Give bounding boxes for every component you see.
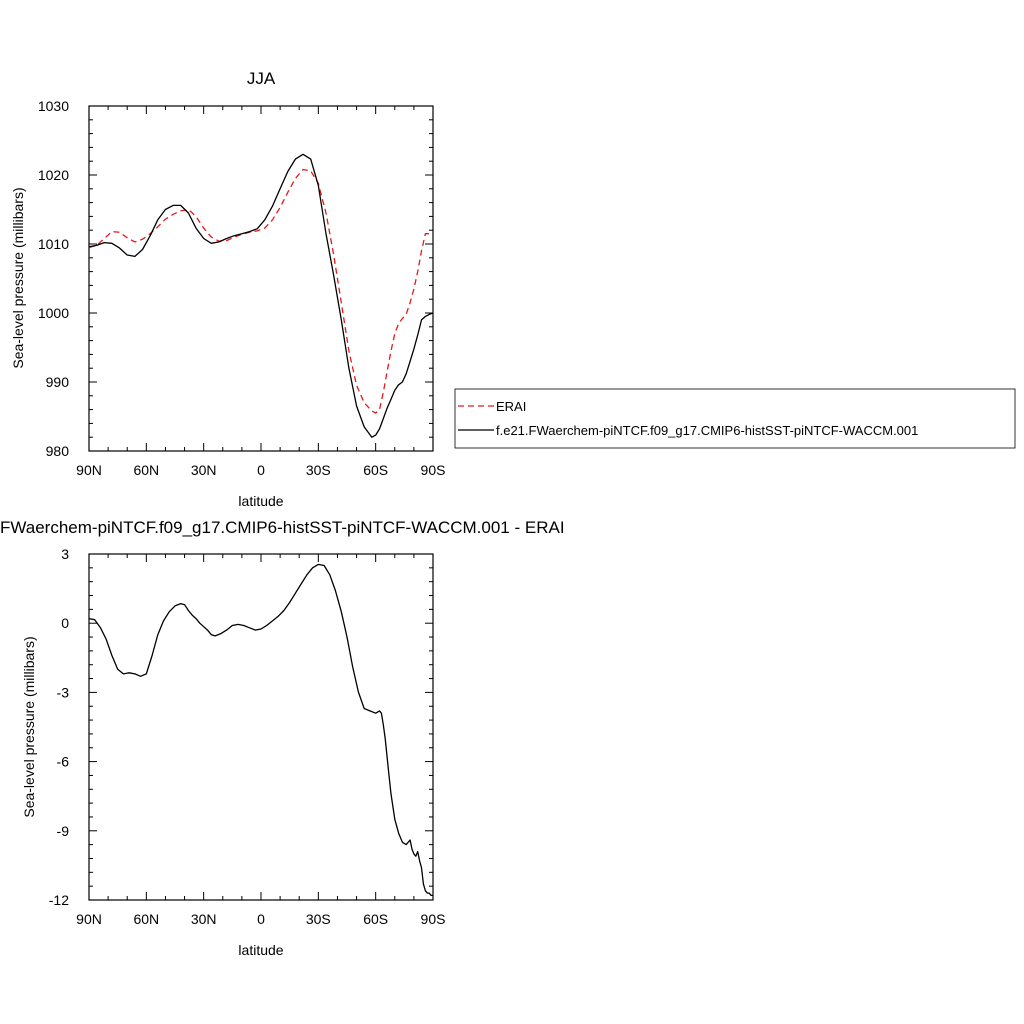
top-x-tick-label: 30N (191, 462, 217, 478)
bottom-y-tick-label: -12 (49, 892, 69, 908)
bottom-series-line-1 (88, 563, 433, 897)
top-x-tick-label: 60S (363, 462, 388, 478)
bottom-chart-title: f.e21.FWaerchem-piNTCF.f09_g17.CMIP6-his… (0, 518, 565, 537)
top-plot-frame (88, 105, 434, 452)
top-x-axis-title: latitude (238, 493, 283, 509)
top-y-tick-label: 980 (46, 443, 70, 459)
top-series-line-1 (88, 168, 433, 414)
bottom-x-tick-label: 30S (306, 911, 331, 927)
bottom-panel: f.e21.FWaerchem-piNTCF.f09_g17.CMIP6-his… (0, 518, 565, 958)
bottom-x-tick-label: 90S (421, 911, 446, 927)
bottom-x-tick-label: 60S (363, 911, 388, 927)
top-y-tick-label: 1020 (38, 167, 69, 183)
top-y-tick-label: 1030 (38, 98, 69, 114)
top-y-tick-label: 990 (46, 374, 70, 390)
top-x-tick-label: 30S (306, 462, 331, 478)
legend: ERAI f.e21.FWaerchem-piNTCF.f09_g17.CMIP… (454, 388, 1016, 449)
bottom-series (88, 563, 433, 897)
legend-label-model: f.e21.FWaerchem-piNTCF.f09_g17.CMIP6-his… (496, 423, 918, 438)
bottom-y-tick-label: 3 (61, 546, 69, 562)
bottom-x-tick-label: 60N (133, 911, 159, 927)
bottom-y-tick-label: -9 (57, 823, 70, 839)
top-chart-title: JJA (247, 69, 276, 88)
bottom-ticks: 90N 60N 30N 0 30S 60S 90S -12 -9 -6 -3 0 3 (49, 546, 446, 927)
bottom-y-tick-label: 0 (61, 615, 69, 631)
top-series-line-2 (88, 153, 434, 438)
bottom-y-axis-title: Sea-level pressure (millibars) (21, 636, 37, 817)
top-series (88, 153, 434, 438)
top-x-tick-label: 60N (133, 462, 159, 478)
legend-box (454, 388, 1016, 449)
bottom-x-tick-label: 30N (191, 911, 217, 927)
top-ticks: 90N 60N 30N 0 30S 60S 90S 980 990 1000 1010 1020 103… (38, 98, 446, 478)
bottom-x-tick-label: 0 (257, 911, 265, 927)
bottom-x-axis-title: latitude (238, 942, 283, 958)
top-panel: JJA 90N 60N 30N 0 30S 60S 90S 980 990 1000 1010 102… (10, 69, 445, 509)
bottom-x-tick-label: 90N (76, 911, 102, 927)
top-x-tick-label: 90N (76, 462, 102, 478)
top-y-tick-label: 1000 (38, 305, 69, 321)
top-x-tick-label: 0 (257, 462, 265, 478)
bottom-plot-frame (88, 553, 434, 901)
bottom-y-tick-label: -6 (57, 754, 70, 770)
bottom-y-tick-label: -3 (57, 684, 70, 700)
legend-label-erai: ERAI (496, 399, 526, 414)
top-x-tick-label: 90S (421, 462, 446, 478)
top-y-axis-title: Sea-level pressure (millibars) (10, 187, 26, 368)
top-y-tick-label: 1010 (38, 236, 69, 252)
